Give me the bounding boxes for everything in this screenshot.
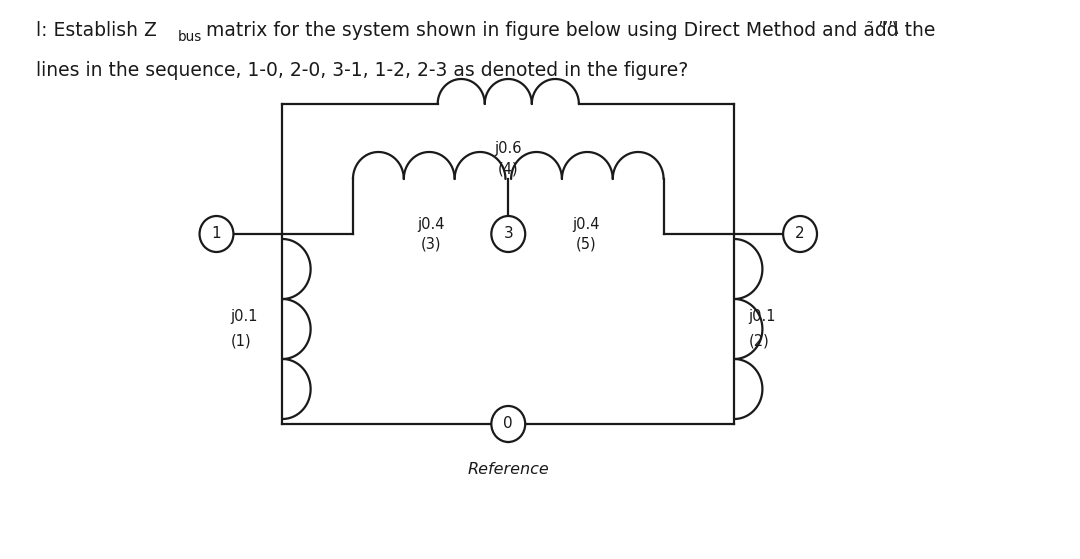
Text: matrix for the system shown in figure below using Direct Method and add the: matrix for the system shown in figure be… [201, 21, 936, 40]
Circle shape [783, 216, 816, 252]
Text: j0.4: j0.4 [417, 216, 444, 231]
Text: lines in the sequence, 1-0, 2-0, 3-1, 1-2, 2-3 as denoted in the figure?: lines in the sequence, 1-0, 2-0, 3-1, 1-… [36, 61, 688, 80]
Text: (4): (4) [498, 161, 518, 176]
Circle shape [491, 406, 525, 442]
Text: ˜ ’’’\: ˜ ’’’\ [866, 21, 899, 36]
Text: 2: 2 [795, 226, 805, 241]
Circle shape [491, 216, 525, 252]
Text: (2): (2) [748, 334, 769, 348]
Text: j0.1: j0.1 [231, 310, 258, 325]
Text: (5): (5) [576, 236, 596, 252]
Text: j0.1: j0.1 [748, 310, 775, 325]
Text: bus: bus [177, 30, 202, 44]
Text: (3): (3) [420, 236, 441, 252]
Text: l: Establish Z: l: Establish Z [36, 21, 157, 40]
Text: (1): (1) [231, 334, 252, 348]
Circle shape [200, 216, 233, 252]
Text: Reference: Reference [468, 462, 549, 477]
Text: j0.6: j0.6 [495, 141, 522, 156]
Text: 1: 1 [212, 226, 221, 241]
Text: j0.4: j0.4 [572, 216, 599, 231]
Text: 0: 0 [503, 416, 513, 432]
Text: 3: 3 [503, 226, 513, 241]
